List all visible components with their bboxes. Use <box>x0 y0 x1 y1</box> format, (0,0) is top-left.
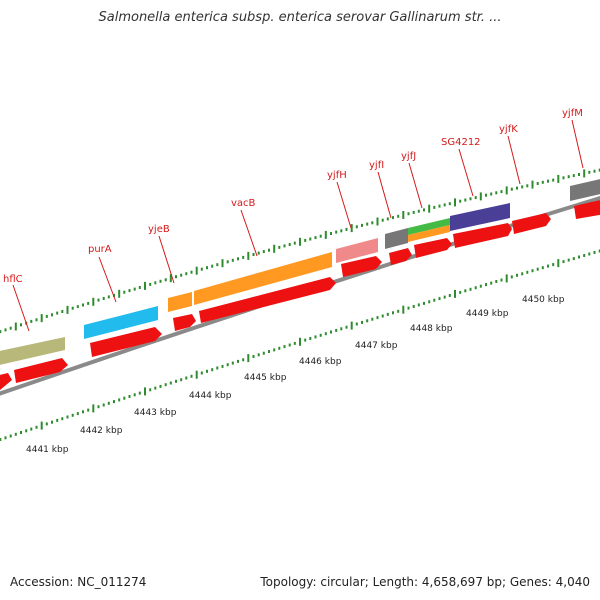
gene-bar-yjeB[interactable] <box>168 292 192 312</box>
cds-arrow[interactable] <box>199 277 336 323</box>
genome-info-text: Topology: circular; Length: 4,658,697 bp… <box>260 575 590 589</box>
leader-line <box>12 284 30 332</box>
gene-bar-hflC[interactable] <box>0 337 65 366</box>
gene-bar-yjfJ-b[interactable] <box>408 225 450 242</box>
gene-label-yjfK[interactable]: yjfK <box>499 124 518 135</box>
gene-label-yjeB[interactable]: yjeB <box>148 224 170 235</box>
cds-arrow[interactable] <box>90 327 162 357</box>
cds-arrow[interactable] <box>173 314 196 331</box>
gene-label-yjfM[interactable]: yjfM <box>562 108 583 119</box>
map-title: Salmonella enterica subsp. enterica sero… <box>98 10 502 25</box>
gene-labels: hflC purA yjeB vacB yjfH yjfI yjfJ SG421… <box>3 108 584 332</box>
leader-line <box>240 209 258 257</box>
cds-arrow[interactable] <box>414 238 452 258</box>
feature-bars <box>0 178 600 366</box>
gene-bar-yjfH[interactable] <box>336 238 378 263</box>
gene-label-SG4212[interactable]: SG4212 <box>441 137 481 148</box>
leader-line <box>377 171 392 219</box>
gene-bar-yjfM[interactable] <box>570 178 600 201</box>
leader-line <box>507 135 521 185</box>
scale-label: 4449 kbp <box>466 309 509 319</box>
scale-label: 4450 kbp <box>522 295 565 305</box>
cds-arrow[interactable] <box>14 358 68 383</box>
scale-label: 4447 kbp <box>355 341 398 351</box>
scale-labels: 4441 kbp 4442 kbp 4443 kbp 4444 kbp 4445… <box>26 295 565 455</box>
feature-track-ticks <box>0 168 600 334</box>
leader-line <box>336 181 352 229</box>
leader-line <box>98 256 117 303</box>
gene-label-vacB[interactable]: vacB <box>231 198 256 209</box>
gene-label-yjfH[interactable]: yjfH <box>327 170 347 181</box>
scale-label: 4443 kbp <box>134 408 177 418</box>
gene-label-yjfI[interactable]: yjfI <box>369 160 384 171</box>
cds-arrow[interactable] <box>389 248 412 265</box>
cds-arrow[interactable] <box>453 223 512 248</box>
gene-label-purA[interactable]: purA <box>88 244 112 255</box>
cds-arrow[interactable] <box>574 199 600 219</box>
gene-bar-vacB[interactable] <box>194 252 332 305</box>
leader-line <box>408 162 423 209</box>
leader-line <box>571 119 584 169</box>
gene-label-hflC[interactable]: hflC <box>3 274 23 285</box>
scale-label: 4441 kbp <box>26 445 69 455</box>
gene-bar-yjfI[interactable] <box>385 228 408 249</box>
scale-label: 4448 kbp <box>410 324 453 334</box>
gene-label-yjfJ[interactable]: yjfJ <box>401 151 416 162</box>
cds-arrow[interactable] <box>512 213 551 234</box>
accession-text: Accession: NC_011274 <box>10 575 147 589</box>
scale-label: 4442 kbp <box>80 426 123 436</box>
scale-ticks <box>0 249 600 441</box>
scale-label: 4446 kbp <box>299 357 342 367</box>
cds-arrows <box>0 199 600 390</box>
cds-arrow[interactable] <box>341 256 382 277</box>
leader-line <box>458 148 474 197</box>
leader-line <box>158 235 175 284</box>
gene-bar-yjfJ[interactable] <box>408 218 450 235</box>
gene-bar-SG4212[interactable] <box>450 203 510 231</box>
cds-arrow[interactable] <box>0 373 12 390</box>
scale-label: 4444 kbp <box>189 391 232 401</box>
scale-label: 4445 kbp <box>244 373 287 383</box>
gene-bar-purA[interactable] <box>84 306 158 339</box>
